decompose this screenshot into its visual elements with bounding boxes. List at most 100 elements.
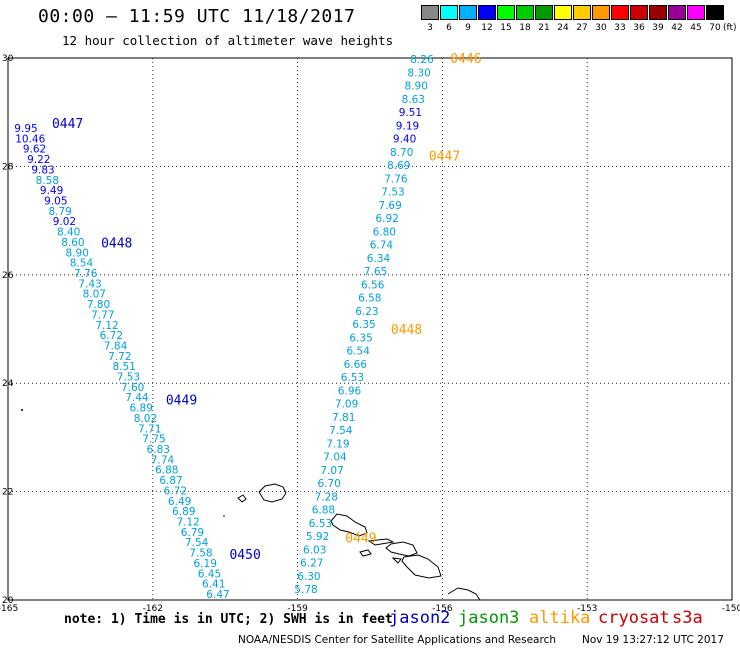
wave-height-label: 8.26: [410, 54, 434, 66]
legend-jason3: jason3: [458, 608, 520, 628]
colorbar-label: 36: [633, 23, 645, 33]
x-tick-label: -165: [0, 604, 18, 614]
wave-height-label: 9.51: [399, 107, 422, 119]
x-tick-label: -159: [287, 604, 308, 614]
legend-altika: altika: [529, 608, 591, 628]
colorbar-swatch: [497, 5, 515, 20]
wave-height-label: 7.44: [125, 392, 149, 404]
wave-height-label: 6.27: [300, 558, 323, 570]
wave-height-label: 6.72: [100, 330, 123, 342]
colorbar-swatch: [535, 5, 553, 20]
hawaiian-islands: [21, 409, 481, 601]
wave-height-label: 5.78: [294, 584, 317, 596]
pass-time-label: 0447: [52, 117, 83, 132]
x-tick-label: -150: [722, 604, 740, 614]
wave-height-label: 7.75: [142, 434, 165, 446]
wave-height-label: 8.07: [83, 289, 106, 301]
wave-height-label: 8.51: [112, 361, 135, 373]
wave-height-label: 6.89: [172, 506, 195, 518]
wave-height-label: 8.79: [48, 206, 71, 218]
colorbar-label: 6: [446, 23, 452, 33]
wave-height-label: 8.58: [36, 175, 59, 187]
wave-height-label: 8.63: [402, 94, 425, 106]
wave-height-label: 6.74: [370, 240, 394, 252]
island-outline: [367, 538, 395, 546]
wave-height-label: 7.80: [87, 299, 110, 311]
wave-height-label: 6.88: [312, 505, 335, 517]
colorbar-label: 70: [709, 23, 721, 33]
wave-height-label: 8.69: [387, 160, 410, 172]
altimeter-tracks: 9.9510.469.629.229.838.589.499.058.799.0…: [14, 52, 481, 601]
colorbar-label: 21: [538, 23, 550, 33]
colorbar-swatch: [706, 5, 724, 20]
wave-height-label: 7.65: [364, 266, 387, 278]
colorbar-swatch: [478, 5, 496, 20]
wave-height-label: 7.58: [189, 548, 212, 560]
pass-time-label: 0448: [101, 236, 132, 251]
colorbar-label: 30: [595, 23, 607, 33]
colorbar-label: 39: [652, 23, 664, 33]
colorbar-label: 9: [465, 23, 471, 33]
wave-height-label: 8.70: [390, 147, 413, 159]
colorbar-swatch: [573, 5, 591, 20]
wave-height-label: 8.60: [61, 237, 84, 249]
wave-height-label: 7.72: [108, 351, 131, 363]
island-outline: [391, 557, 402, 564]
colorbar-label: 18: [519, 23, 531, 33]
wave-height-label: 6.80: [373, 226, 396, 238]
wave-height-label: 6.49: [168, 496, 191, 508]
pass-time-label: 0446: [450, 52, 481, 67]
wave-height-label: 7.77: [91, 309, 114, 321]
wave-height-label: 7.09: [335, 399, 358, 411]
island-outline: [447, 587, 481, 601]
colorbar-swatch: [687, 5, 705, 20]
wave-height-label: 9.05: [44, 195, 67, 207]
colorbar-swatch: [421, 5, 439, 20]
wave-height-label: 10.46: [15, 133, 45, 145]
wave-height-label: 7.76: [384, 173, 408, 185]
wave-height-label: 8.40: [57, 227, 80, 239]
y-tick-label: 26: [2, 271, 14, 281]
wave-height-label: 6.56: [361, 279, 385, 291]
colorbar-swatch: [459, 5, 477, 20]
wave-height-label: 6.53: [341, 372, 364, 384]
wave-height-label: 8.02: [134, 413, 157, 425]
wave-height-label: 7.54: [185, 537, 209, 549]
wave-height-label: 6.54: [347, 346, 371, 358]
wave-height-label: 6.88: [155, 465, 178, 477]
wave-height-label: 6.89: [130, 403, 153, 415]
wave-height-label: 7.76: [74, 268, 98, 280]
wave-height-label: 6.23: [355, 306, 378, 318]
island-dot: [21, 409, 23, 411]
wave-height-label: 6.87: [159, 475, 182, 487]
wave-height-label: 6.92: [376, 213, 399, 225]
colorbar-unit: (ft): [723, 23, 737, 33]
wave-height-label: 6.03: [303, 544, 326, 556]
colorbar-swatch: [592, 5, 610, 20]
wave-height-label: 7.12: [176, 517, 199, 529]
wave-height-label: 7.43: [78, 278, 101, 290]
colorbar-label: 42: [671, 23, 683, 33]
wave-height-label: 9.62: [23, 144, 46, 156]
wave-height-label: 7.60: [121, 382, 144, 394]
wave-height-label: 7.81: [332, 412, 355, 424]
island-outline: [359, 549, 372, 557]
pass-time-label: 0449: [166, 393, 197, 408]
wave-height-label: 6.96: [338, 385, 362, 397]
pass-time-label: 0447: [429, 150, 460, 165]
wave-height-label: 7.07: [320, 465, 343, 477]
wave-height-label: 6.58: [358, 293, 381, 305]
wave-height-label: 6.70: [318, 478, 341, 490]
legend-s3a: s3a: [672, 608, 703, 628]
colorbar-label: 12: [481, 23, 493, 33]
island-dot: [223, 515, 225, 517]
wave-height-label: 6.35: [349, 332, 372, 344]
island-outline: [385, 541, 418, 557]
colorbar-label: 27: [576, 23, 588, 33]
wave-height-label: 6.41: [202, 579, 225, 591]
wave-height-label: 6.72: [164, 485, 187, 497]
colorbar-swatch: [516, 5, 534, 20]
wave-height-label: 7.19: [326, 438, 349, 450]
wave-height-label: 6.47: [206, 589, 229, 601]
colorbar-swatch: [649, 5, 667, 20]
